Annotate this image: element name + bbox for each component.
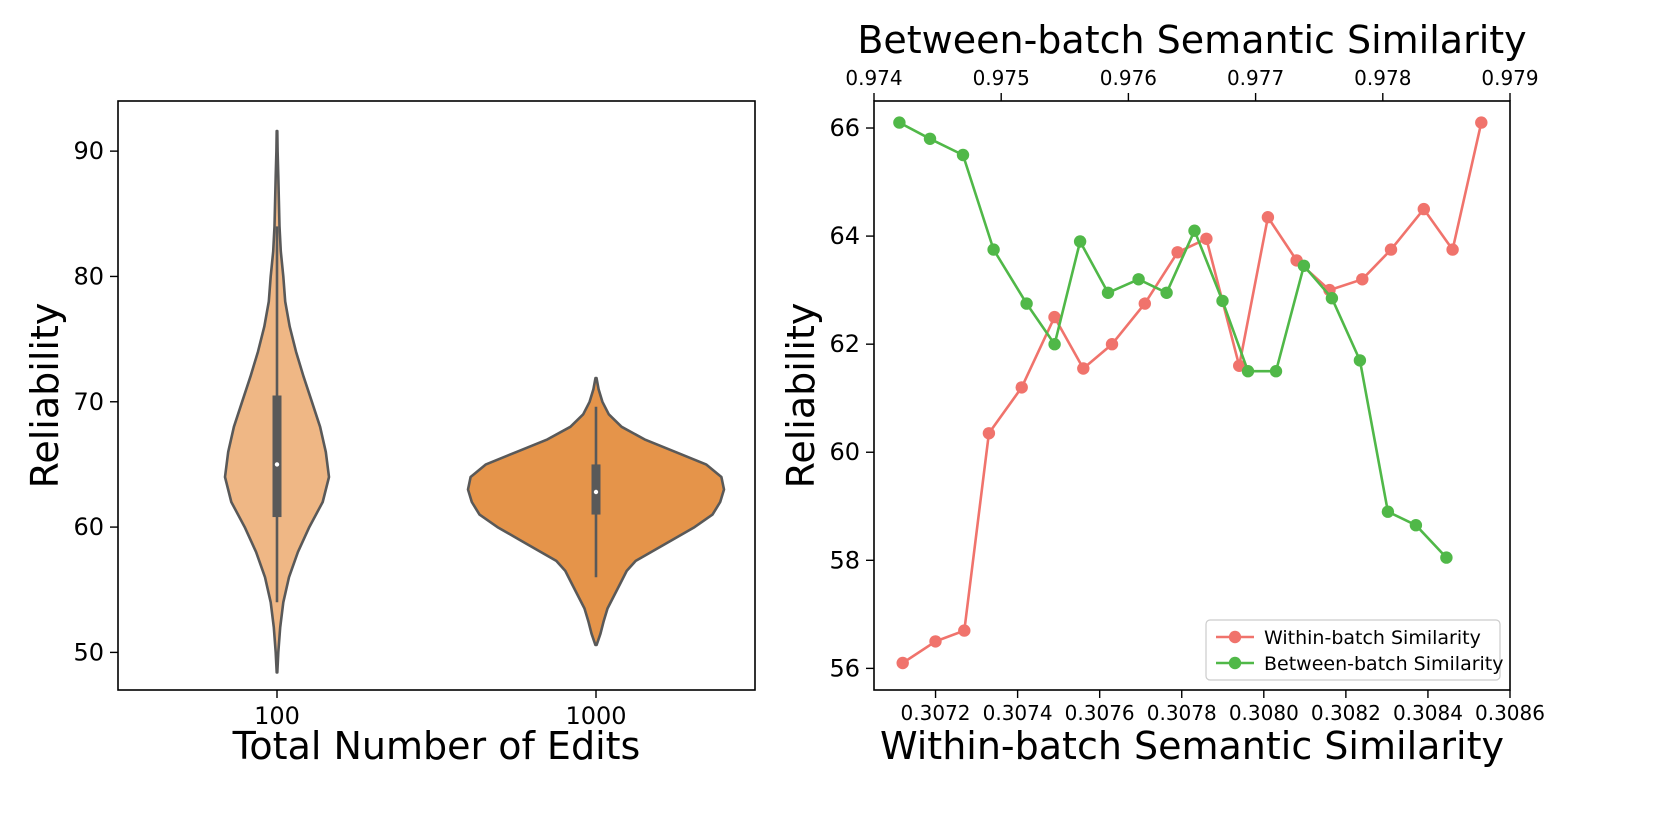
legend-marker-0 bbox=[1228, 630, 1242, 644]
series-1-point bbox=[1297, 259, 1311, 272]
series-1-point bbox=[1101, 286, 1115, 299]
line-bottom-x-ticks: 0.3072 0.3074 0.3076 0.3078 0.3080 0.3082 0.30… bbox=[901, 690, 1545, 725]
violin-shapes bbox=[223, 129, 726, 674]
line-bottom-x-tick-label: 0.3082 bbox=[1311, 701, 1381, 725]
violin-chart: 50 60 70 80 90 100 1000 Reliability Total Num… bbox=[23, 100, 756, 768]
series-0-point bbox=[929, 635, 942, 648]
violin-y-tick-label: 70 bbox=[73, 388, 104, 416]
series-0-point bbox=[1446, 243, 1459, 256]
series-1-point bbox=[923, 132, 937, 145]
legend-marker-1 bbox=[1228, 656, 1242, 670]
line-bottom-x-tick-label: 0.3076 bbox=[1065, 701, 1135, 725]
line-y-tick-label: 62 bbox=[829, 330, 860, 358]
series-0-point bbox=[1384, 243, 1398, 256]
series-1-point bbox=[1132, 273, 1145, 286]
line-top-x-tick-label: 0.976 bbox=[1100, 66, 1157, 90]
series-0-point bbox=[1200, 232, 1213, 245]
line-top-x-tick-label: 0.979 bbox=[1481, 66, 1538, 90]
series-1-point bbox=[1381, 505, 1395, 518]
legend-label-1: Between-batch Similarity bbox=[1264, 653, 1504, 675]
line-y-tick-label: 66 bbox=[829, 114, 860, 142]
legend-label-0: Within-batch Similarity bbox=[1264, 627, 1481, 649]
series-1-point bbox=[893, 116, 906, 129]
line-top-x-tick-label: 0.977 bbox=[1227, 66, 1284, 90]
series-0-point bbox=[958, 624, 971, 637]
series-1-point bbox=[1241, 365, 1255, 378]
series-1-point bbox=[1269, 365, 1283, 378]
line-y-axis-title: Reliability bbox=[779, 303, 823, 489]
violin-iqr-box-100 bbox=[272, 395, 282, 518]
line-y-tick-label: 60 bbox=[829, 438, 860, 466]
series-0-point bbox=[1048, 310, 1061, 324]
series-0-point bbox=[1138, 297, 1152, 310]
line-y-tick-label: 58 bbox=[829, 546, 860, 574]
series-0-point bbox=[982, 427, 996, 440]
line-top-x-axis-title: Between-batch Semantic Similarity bbox=[857, 18, 1526, 62]
violin-y-axis-title: Reliability bbox=[23, 303, 67, 489]
violin-x-tick-label: 100 bbox=[254, 702, 300, 730]
line-y-ticks: 56 58 60 62 64 66 bbox=[829, 114, 874, 682]
violin-median-1000 bbox=[593, 489, 599, 495]
series-1-point bbox=[1160, 286, 1173, 299]
violin-y-tick-label: 60 bbox=[73, 513, 104, 541]
violin-plot-frame bbox=[117, 100, 756, 691]
violin-x-axis-title: Total Number of Edits bbox=[232, 724, 641, 768]
series-0-point bbox=[1015, 381, 1028, 394]
series-0-point bbox=[1261, 211, 1275, 224]
violin-y-tick-label: 80 bbox=[73, 262, 104, 290]
series-1-point bbox=[1216, 294, 1229, 308]
series-1-point bbox=[1048, 338, 1061, 351]
series-1-point bbox=[1188, 224, 1201, 237]
series-0-point bbox=[896, 656, 909, 670]
violin-y-ticks: 50 60 70 80 90 bbox=[73, 137, 118, 666]
series-1-point bbox=[1440, 551, 1453, 564]
violin-iqr-box-1000 bbox=[591, 464, 601, 515]
line-bottom-x-tick-label: 0.3086 bbox=[1475, 701, 1545, 725]
series-0-point bbox=[1356, 273, 1369, 286]
legend-box bbox=[1205, 619, 1501, 681]
line-y-tick-label: 64 bbox=[829, 222, 860, 250]
violin-x-tick-label: 1000 bbox=[565, 702, 626, 730]
series-line-0 bbox=[901, 122, 1483, 665]
line-y-tick-label: 56 bbox=[829, 654, 860, 682]
line-plot-frame bbox=[873, 100, 1511, 691]
line-bottom-x-axis-title: Within-batch Semantic Similarity bbox=[880, 724, 1504, 768]
series-line-1 bbox=[898, 121, 1448, 559]
series-0-point bbox=[1077, 362, 1090, 375]
line-bottom-x-tick-label: 0.3084 bbox=[1393, 701, 1463, 725]
line-bottom-x-tick-label: 0.3074 bbox=[983, 701, 1053, 725]
series-1-point bbox=[987, 243, 1000, 256]
line-top-x-ticks: 0.974 0.975 0.976 0.977 0.978 0.979 bbox=[845, 66, 1539, 101]
series-0-point bbox=[1417, 202, 1431, 216]
line-series-group bbox=[893, 116, 1488, 670]
series-0-point bbox=[1475, 116, 1488, 129]
series-1-point bbox=[1020, 297, 1033, 310]
series-1-point bbox=[1325, 292, 1339, 305]
series-1-point bbox=[956, 148, 970, 162]
violin-y-tick-label: 90 bbox=[73, 137, 104, 165]
legend: Within-batch Similarity Between-batch Sim… bbox=[1205, 619, 1504, 681]
line-top-x-tick-label: 0.974 bbox=[845, 66, 902, 90]
violin-median-100 bbox=[274, 462, 280, 467]
series-1-point bbox=[1353, 354, 1367, 367]
line-bottom-x-tick-label: 0.3078 bbox=[1147, 701, 1217, 725]
series-0-point bbox=[1105, 338, 1119, 351]
violin-y-tick-label: 50 bbox=[73, 638, 104, 666]
series-0-point bbox=[1171, 246, 1184, 259]
line-bottom-x-tick-label: 0.3080 bbox=[1229, 701, 1299, 725]
violin-x-ticks: 100 1000 bbox=[254, 690, 627, 730]
line-bottom-x-tick-label: 0.3072 bbox=[901, 701, 971, 725]
series-1-point bbox=[1409, 519, 1423, 532]
series-1-point bbox=[1073, 235, 1087, 248]
line-top-x-tick-label: 0.975 bbox=[973, 66, 1030, 90]
line-top-x-tick-label: 0.978 bbox=[1354, 66, 1411, 90]
legend-entries: Within-batch Similarity Between-batch Sim… bbox=[1216, 627, 1504, 675]
